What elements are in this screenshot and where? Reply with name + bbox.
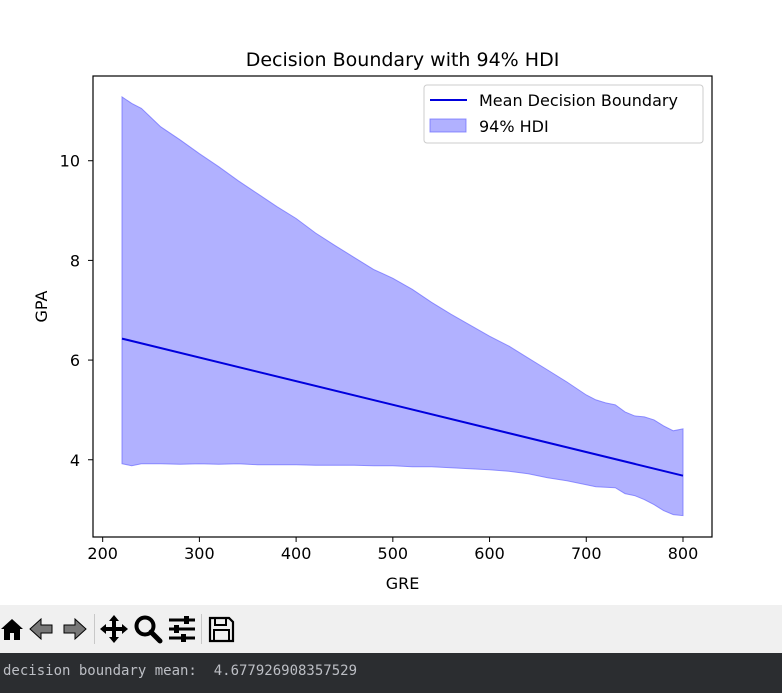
forward-button[interactable]: [58, 609, 92, 649]
y-tick-label: 10: [60, 152, 80, 171]
mean-decision-boundary-line: [121, 337, 684, 477]
y-tick-label: 6: [70, 351, 80, 370]
save-icon: [208, 616, 235, 643]
save-button[interactable]: [204, 609, 238, 649]
x-tick-label: 800: [668, 544, 699, 563]
zoom-icon: [134, 615, 163, 644]
y-axis-label: GPA: [32, 290, 51, 322]
x-tick-label: 500: [378, 544, 409, 563]
axes-frame: [92, 75, 713, 538]
x-tick-label: 700: [571, 544, 602, 563]
configure-subplots-icon: [169, 616, 195, 642]
console-output: decision boundary mean: 4.67792690835752…: [0, 653, 782, 693]
y-tick-label: 8: [70, 251, 80, 270]
y-tick-label: 4: [70, 451, 80, 470]
chart: 200 300 400 500 600 700 800 4 6 8 10 Decision Bound…: [32, 49, 713, 593]
configure-subplots-button[interactable]: [165, 609, 199, 649]
zoom-button[interactable]: [131, 609, 165, 649]
back-button[interactable]: [24, 609, 58, 649]
legend-band-swatch: [429, 118, 467, 133]
x-tick-label: 600: [474, 544, 505, 563]
figure: 200 300 400 500 600 700 800 4 6 8 10 Decision Bound…: [32, 49, 713, 593]
x-tick-label: 400: [281, 544, 312, 563]
x-axis-label: GRE: [386, 574, 420, 593]
chart-title: Decision Boundary with 94% HDI: [246, 49, 560, 71]
toolbar: [0, 605, 782, 653]
back-icon: [29, 617, 53, 641]
forward-icon: [63, 617, 87, 641]
home-icon: [1, 619, 23, 640]
toolbar-separator: [94, 614, 95, 644]
legend-label-hdi: 94% HDI: [479, 117, 549, 136]
legend: Mean Decision Boundary 94% HDI: [423, 84, 704, 144]
pan-icon: [100, 615, 128, 643]
x-tick-label: 200: [87, 544, 118, 563]
legend-label-mean: Mean Decision Boundary: [479, 91, 678, 110]
x-tick-label: 300: [184, 544, 215, 563]
legend-box: [423, 84, 704, 144]
home-button[interactable]: [0, 609, 24, 649]
pan-button[interactable]: [97, 609, 131, 649]
toolbar-separator: [201, 614, 202, 644]
hdi-band: [121, 95, 684, 517]
